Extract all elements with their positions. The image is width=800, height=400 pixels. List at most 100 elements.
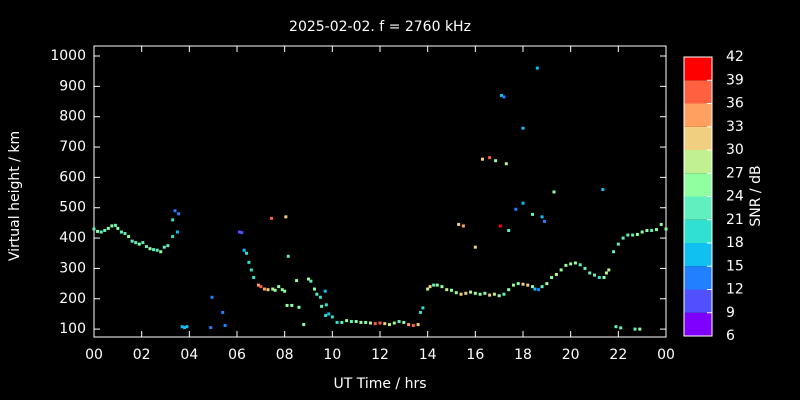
data-point xyxy=(259,285,263,289)
data-point xyxy=(256,283,260,287)
data-point xyxy=(494,159,498,163)
data-point xyxy=(473,291,477,295)
data-point xyxy=(137,242,141,246)
data-point xyxy=(502,95,506,99)
data-point xyxy=(171,218,175,222)
x-tick-label: 12 xyxy=(371,347,389,363)
data-point xyxy=(492,292,496,296)
data-point xyxy=(340,320,344,324)
plot-frame xyxy=(93,45,667,338)
data-point xyxy=(152,248,156,252)
x-tick-label: 00 xyxy=(85,347,103,363)
data-point xyxy=(432,283,436,287)
data-point xyxy=(96,229,100,233)
data-point xyxy=(327,312,331,316)
data-point xyxy=(497,294,501,298)
data-point xyxy=(607,268,611,272)
data-point xyxy=(635,232,639,236)
data-point xyxy=(473,245,477,249)
data-point xyxy=(650,228,654,232)
data-point xyxy=(407,323,411,327)
data-point xyxy=(141,241,145,245)
data-point xyxy=(457,222,461,226)
colorbar-segment xyxy=(684,150,712,174)
data-point xyxy=(454,291,458,295)
data-point xyxy=(554,272,558,276)
x-tick-label: 10 xyxy=(323,347,341,363)
data-point xyxy=(536,288,540,292)
data-point xyxy=(240,231,244,235)
data-point xyxy=(478,292,482,296)
data-point xyxy=(540,285,544,289)
x-tick-label: 18 xyxy=(514,347,532,363)
data-point xyxy=(307,277,310,281)
data-point xyxy=(173,209,177,213)
data-point xyxy=(526,283,530,287)
data-point xyxy=(175,230,179,234)
data-point xyxy=(324,303,328,307)
data-point xyxy=(123,232,127,236)
data-point xyxy=(521,282,525,286)
data-point xyxy=(426,287,430,291)
data-point xyxy=(283,289,287,293)
data-point xyxy=(130,239,134,243)
data-point xyxy=(383,322,387,326)
data-point xyxy=(285,303,289,307)
data-point xyxy=(502,292,506,296)
data-point xyxy=(521,126,525,130)
data-point xyxy=(516,282,520,286)
data-point xyxy=(645,228,649,232)
colorbar-tick-label: 18 xyxy=(726,235,744,251)
colorbar-segment xyxy=(684,173,712,197)
data-point xyxy=(162,245,166,249)
colorbar-tick-label: 9 xyxy=(726,305,735,321)
data-point xyxy=(616,242,620,246)
data-point xyxy=(330,315,334,319)
x-tick-label: 00 xyxy=(657,347,675,363)
data-point xyxy=(593,273,596,277)
data-point xyxy=(318,295,322,299)
colorbar-tick-label: 33 xyxy=(726,119,744,135)
colorbar-tick-label: 30 xyxy=(726,142,744,158)
data-point xyxy=(435,283,439,287)
data-point xyxy=(573,261,577,265)
colorbar-tick-label: 36 xyxy=(726,96,744,112)
data-point xyxy=(237,230,241,234)
data-point xyxy=(99,230,103,234)
data-point xyxy=(359,320,363,324)
data-point xyxy=(498,224,502,228)
colorbar-tick-label: 24 xyxy=(726,189,744,205)
y-tick-label: 500 xyxy=(59,200,86,216)
chart-title: 2025-02-02. f = 2760 kHz xyxy=(289,19,471,35)
data-point xyxy=(209,326,213,330)
data-point xyxy=(488,293,492,297)
data-point xyxy=(392,321,396,325)
x-tick-label: 16 xyxy=(466,347,484,363)
data-point xyxy=(614,325,618,329)
data-point xyxy=(320,304,324,308)
colorbar-tick-label: 39 xyxy=(726,72,744,88)
data-point xyxy=(210,295,214,299)
colorbar-tick-label: 6 xyxy=(726,328,735,344)
y-tick-label: 900 xyxy=(59,78,86,94)
data-point xyxy=(364,320,368,324)
data-point xyxy=(621,236,625,240)
data-point xyxy=(242,248,246,252)
data-point xyxy=(542,219,546,223)
colorbar-label: SNR / dB xyxy=(748,165,764,226)
colorbar-segment xyxy=(684,103,712,127)
data-point xyxy=(127,235,131,239)
data-point xyxy=(428,285,432,289)
y-tick-label: 300 xyxy=(59,260,86,276)
x-tick-label: 22 xyxy=(609,347,627,363)
colorbar-segment xyxy=(684,312,712,336)
data-point xyxy=(302,323,306,327)
data-point xyxy=(535,66,539,70)
data-point xyxy=(110,224,114,228)
data-point xyxy=(159,250,163,254)
colorbar-segment xyxy=(684,126,712,150)
data-point xyxy=(445,288,449,292)
data-point xyxy=(312,287,316,291)
data-point xyxy=(349,320,353,324)
